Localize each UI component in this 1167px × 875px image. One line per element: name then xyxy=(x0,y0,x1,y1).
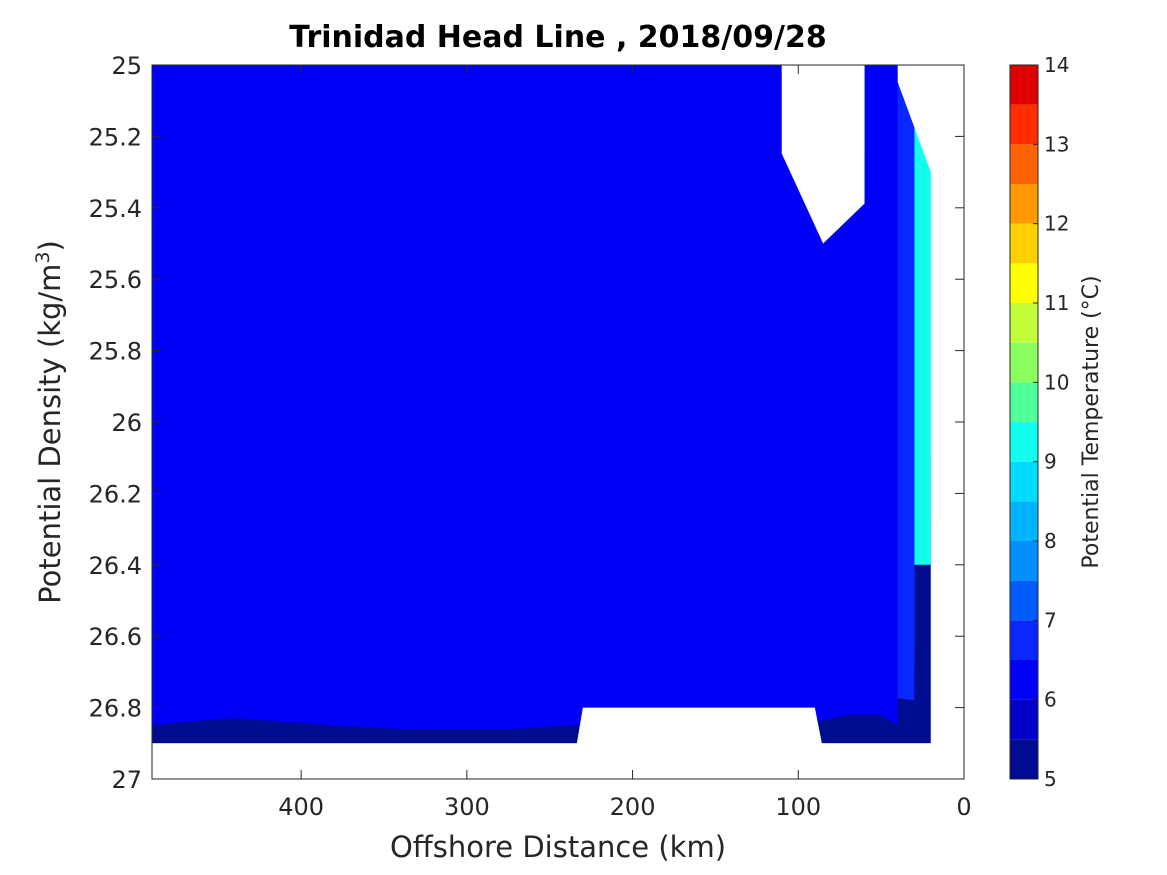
colorbar: 5 6 7 8 9 10 11 12 13 14 xyxy=(1009,53,1069,791)
y-tick-label-26.4: 26.4 xyxy=(89,552,142,580)
colorbar-label: Potential Temperature (°C) xyxy=(1079,275,1104,568)
colorbar-band-12.5 xyxy=(1010,144,1038,184)
y-axis-label: Potential Density (kg/m3) xyxy=(32,240,67,604)
contour-fills xyxy=(152,65,931,744)
colorbar-tick-label-8: 8 xyxy=(1044,529,1057,553)
colorbar-band-5.5 xyxy=(1010,699,1038,740)
y-tick-label-25.4: 25.4 xyxy=(89,195,142,223)
colorbar-band-13 xyxy=(1010,104,1038,145)
y-tick-label-26: 26 xyxy=(111,409,142,437)
colorbar-tick-label-7: 7 xyxy=(1044,608,1057,632)
y-tick-label-26.6: 26.6 xyxy=(89,623,142,651)
y-axis-label-sup: 3 xyxy=(32,251,54,263)
colorbar-frame xyxy=(1009,64,1039,780)
colorbar-band-7 xyxy=(1010,580,1038,621)
y-axis-label-close: ) xyxy=(33,240,67,251)
colorbar-tick-label-5: 5 xyxy=(1044,767,1057,791)
y-axis-label-text: Potential Density (kg/m xyxy=(33,264,67,604)
colorbar-tick-label-13: 13 xyxy=(1044,132,1069,156)
colorbar-band-11.5 xyxy=(1010,223,1038,264)
x-axis: 400 300 200 100 0 xyxy=(278,65,972,821)
colorbar-band-13.5 xyxy=(1010,65,1038,105)
below-data-mask xyxy=(152,743,951,779)
colorbar-band-5 xyxy=(1010,739,1038,779)
colorbar-band-8.5 xyxy=(1010,461,1038,502)
colorbar-band-9 xyxy=(1010,422,1038,462)
y-tick-label-25.6: 25.6 xyxy=(89,266,142,294)
colorbar-band-10 xyxy=(1010,342,1038,383)
y-tick-label-26.8: 26.8 xyxy=(89,695,142,723)
colorbar-tick-label-6: 6 xyxy=(1044,688,1057,712)
missing-region-1 xyxy=(781,65,865,244)
colorbar-band-11 xyxy=(1010,263,1038,303)
colorbar-tick-label-12: 12 xyxy=(1044,212,1069,236)
colorbar-tick-label-10: 10 xyxy=(1044,370,1069,394)
colorbar-tick-label-9: 9 xyxy=(1044,450,1057,474)
colorbar-tick-label-11: 11 xyxy=(1044,291,1069,315)
y-tick-label-25.2: 25.2 xyxy=(89,123,142,151)
x-tick-label-300: 300 xyxy=(444,793,490,821)
x-tick-label-100: 100 xyxy=(775,793,821,821)
colorbar-band-7.5 xyxy=(1010,541,1038,581)
contour-band-6 xyxy=(152,65,898,729)
y-tick-label-25.8: 25.8 xyxy=(89,338,142,366)
colorbar-band-12 xyxy=(1010,184,1038,224)
y-axis: 25 25.2 25.4 25.6 25.8 26 26.2 26.4 26.6 26.8 27 xyxy=(89,52,964,794)
colorbar-band-9.5 xyxy=(1010,382,1038,422)
x-tick-label-0: 0 xyxy=(956,793,971,821)
colorbar-band-6.5 xyxy=(1010,620,1038,660)
chart-title: Trinidad Head Line , 2018/09/28 xyxy=(289,20,826,55)
colorbar-band-6 xyxy=(1010,660,1038,700)
y-tick-label-27: 27 xyxy=(111,766,142,794)
plot-area xyxy=(152,65,964,779)
y-tick-label-25: 25 xyxy=(111,52,142,80)
x-tick-label-200: 200 xyxy=(610,793,656,821)
colorbar-band-8 xyxy=(1010,501,1038,541)
x-axis-label: Offshore Distance (km) xyxy=(390,830,726,864)
x-tick-label-400: 400 xyxy=(278,793,324,821)
y-tick-label-26.2: 26.2 xyxy=(89,480,142,508)
colorbar-band-10.5 xyxy=(1010,303,1038,343)
colorbar-tick-label-14: 14 xyxy=(1044,53,1069,77)
